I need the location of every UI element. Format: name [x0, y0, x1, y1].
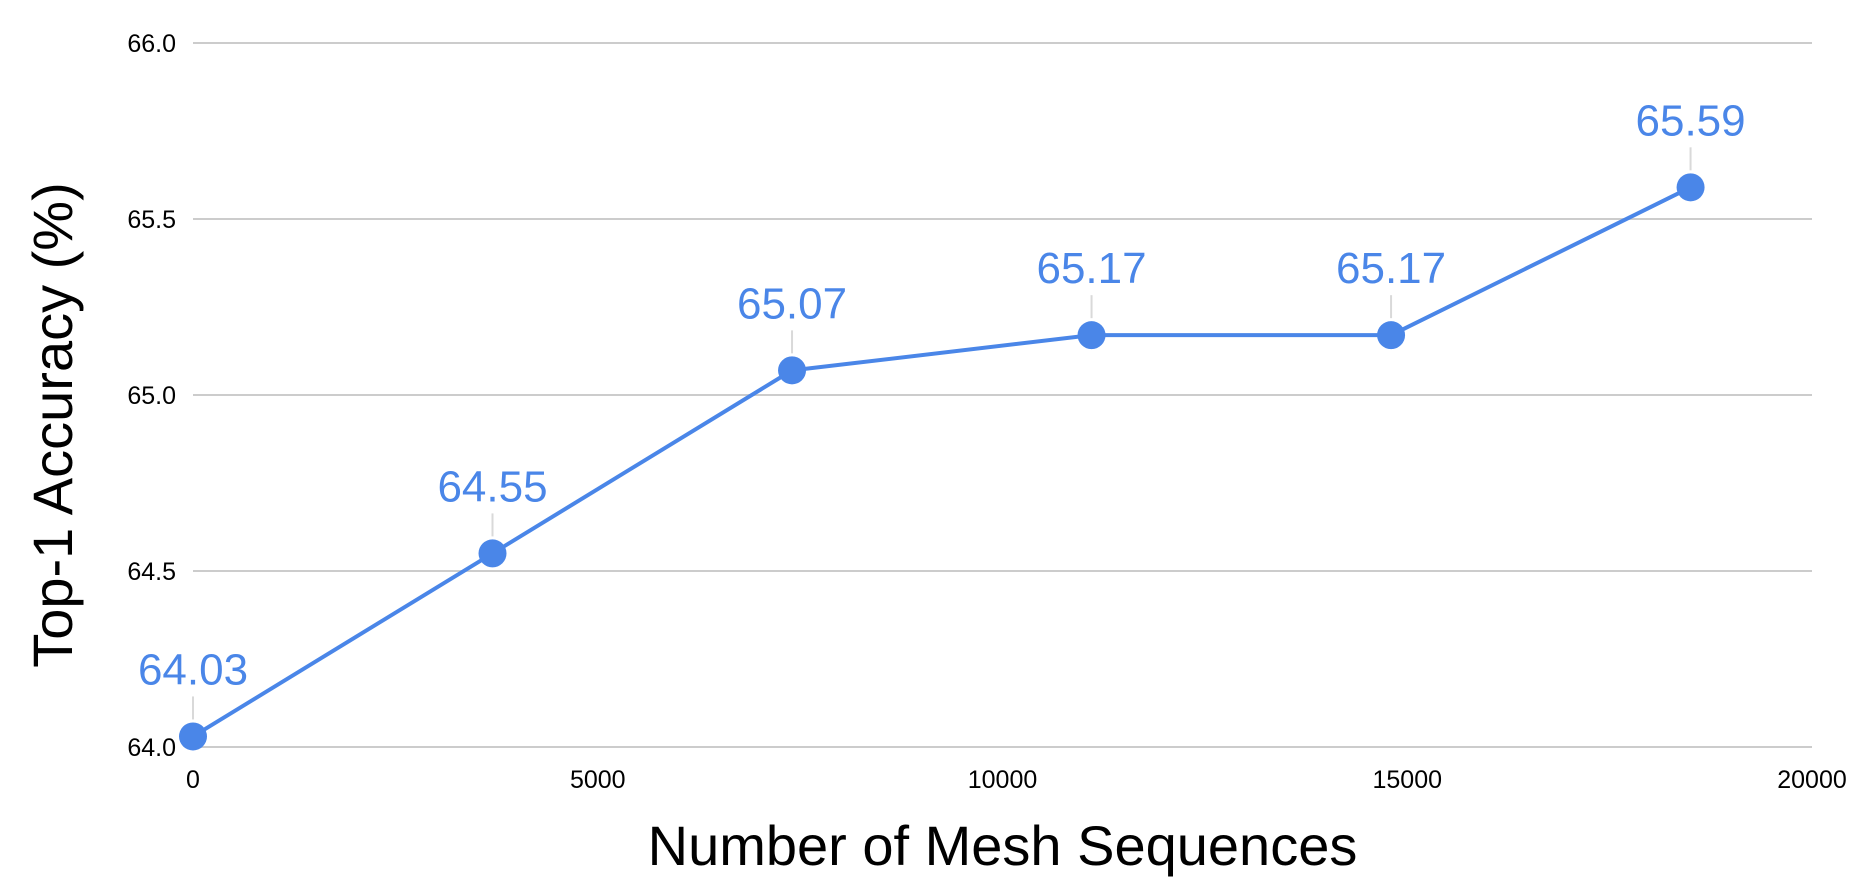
x-tick-label: 15000 [1372, 766, 1442, 794]
data-point [1377, 321, 1406, 350]
x-axis-tick-labels: 0 5000 10000 15000 20000 [186, 766, 1847, 794]
data-label: 65.17 [1336, 244, 1446, 293]
y-tick-label: 65.0 [127, 382, 176, 410]
data-label: 64.55 [437, 462, 547, 511]
y-tick-label: 65.5 [127, 206, 176, 234]
data-label: 65.59 [1636, 96, 1746, 145]
x-tick-label: 5000 [570, 766, 626, 794]
x-tick-label: 10000 [968, 766, 1038, 794]
y-axis-title: Top-1 Accuracy (%) [21, 182, 84, 668]
y-tick-label: 64.0 [127, 734, 176, 762]
y-axis-tick-labels: 64.0 64.5 65.0 65.5 66.0 [127, 30, 176, 762]
data-point [179, 722, 207, 751]
data-label: 65.17 [1036, 244, 1146, 293]
series-line-0 [191, 185, 1693, 739]
x-tick-label: 20000 [1777, 766, 1847, 794]
data-point [1077, 321, 1106, 350]
data-label: 65.07 [737, 279, 847, 328]
x-axis-title: Number of Mesh Sequences [648, 814, 1358, 877]
y-tick-label: 64.5 [127, 558, 176, 586]
data-point [1676, 173, 1705, 202]
x-tick-label: 0 [186, 766, 200, 794]
data-point [478, 539, 507, 568]
data-point [778, 356, 807, 385]
data-labels: 64.03 64.55 65.07 65.17 65.17 65.59 [138, 96, 1746, 694]
series-group [179, 147, 1705, 751]
data-label: 64.03 [138, 645, 248, 694]
gridlines [193, 42, 1812, 748]
y-tick-label: 66.0 [127, 30, 176, 58]
